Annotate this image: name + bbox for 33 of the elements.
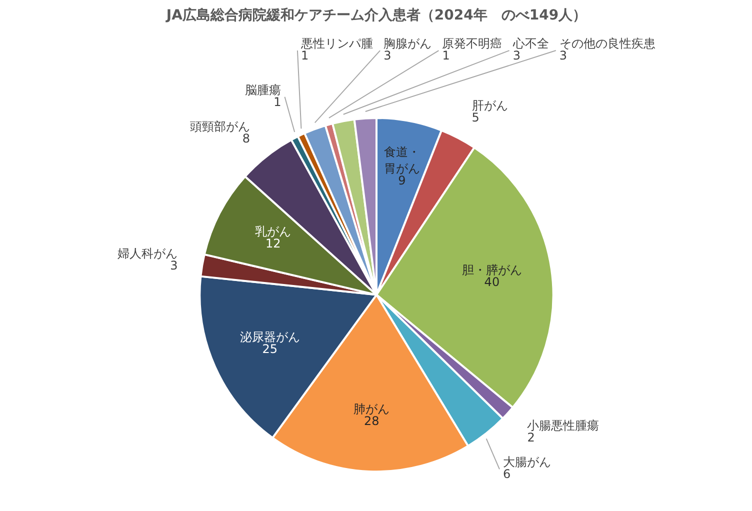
data-label: 25 [262, 342, 278, 356]
data-label: 3 [559, 48, 568, 63]
data-label: 3 [512, 48, 520, 63]
slice-label: 肺がん [354, 402, 390, 416]
slice-label: 脳腫瘍 [245, 82, 282, 97]
slice-label: 原発不明癌 [442, 36, 502, 51]
slice-label: 胆・膵がん [462, 263, 522, 278]
data-label: 1 [300, 48, 309, 63]
data-label: 28 [364, 414, 380, 428]
slice-label: 大腸がん [503, 455, 552, 470]
data-label: 6 [503, 467, 511, 482]
data-label: 2 [527, 430, 535, 444]
data-label: 40 [484, 275, 500, 290]
slice-label: 悪性リンパ腫 [300, 36, 373, 51]
data-label: 3 [170, 258, 178, 272]
slice-label: 泌尿器がん [240, 330, 300, 344]
slice-label: 婦人科がん [118, 246, 178, 260]
slice-label: 乳がん [255, 224, 292, 239]
slice-label: 胸腺がん [384, 36, 432, 51]
data-label: 1 [442, 48, 450, 63]
slice-label: その他の良性疾患 [559, 36, 656, 51]
data-label: 12 [265, 236, 281, 251]
data-label: 1 [274, 94, 282, 109]
data-label: 8 [242, 132, 250, 146]
slice-label: 頭頸部がん [190, 120, 250, 134]
data-label: 9 [398, 174, 406, 188]
chart-title: JA広島総合病院緩和ケアチーム介入患者（2024年 のべ149人） [165, 6, 587, 24]
slice-label: 肝がん [472, 98, 508, 113]
data-label: 3 [384, 48, 392, 63]
slice-label: 心不全 [512, 36, 549, 51]
data-label: 5 [472, 110, 480, 125]
slice-label: 食道・胃がん [384, 144, 420, 176]
slice-label: 小腸悪性腫瘍 [527, 418, 600, 432]
